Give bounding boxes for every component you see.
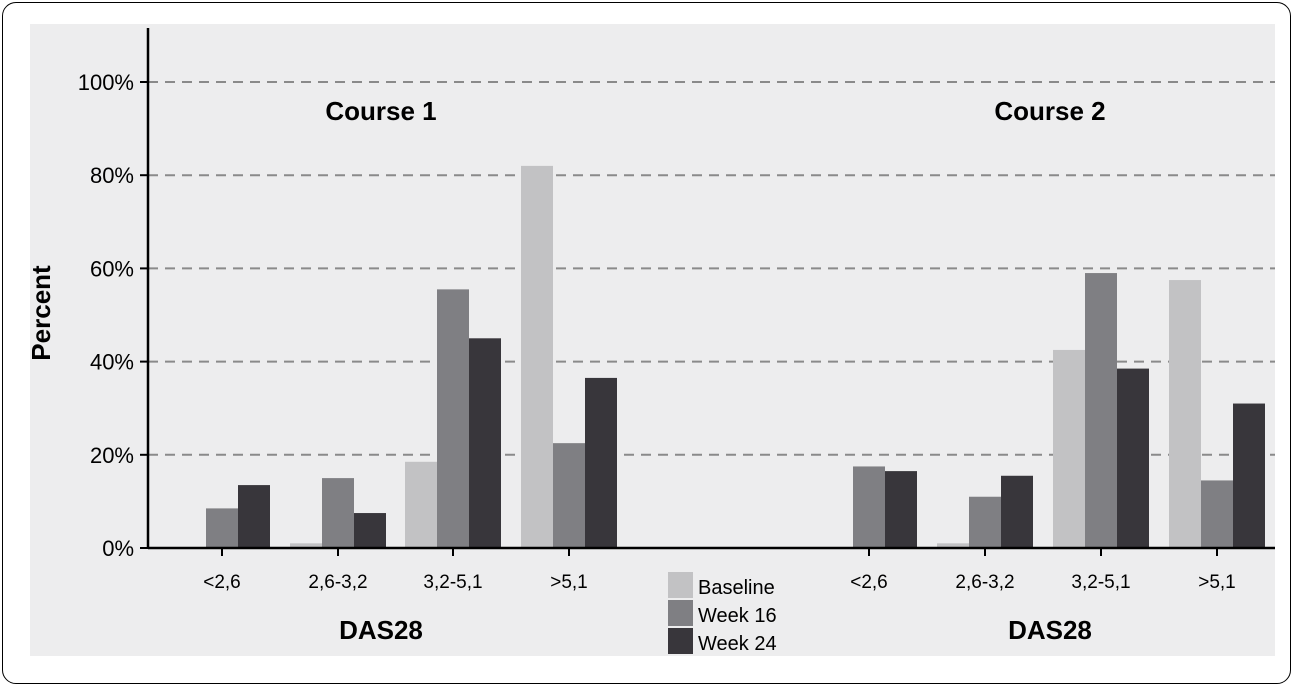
y-tick-label: 80% bbox=[90, 163, 134, 188]
y-tick-label: 100% bbox=[78, 70, 134, 95]
legend-swatch bbox=[668, 572, 693, 598]
legend-swatch bbox=[668, 628, 693, 654]
bar bbox=[290, 543, 322, 548]
category-label: 3,2-5,1 bbox=[1071, 572, 1130, 593]
bar bbox=[206, 508, 238, 548]
bar bbox=[322, 478, 354, 548]
category-label: <2,6 bbox=[203, 572, 241, 593]
bar bbox=[1169, 280, 1201, 548]
legend-label: Baseline bbox=[698, 577, 775, 599]
panel-title: Course 2 bbox=[994, 96, 1105, 126]
bar bbox=[238, 485, 270, 548]
y-tick-label: 20% bbox=[90, 443, 134, 468]
bar bbox=[521, 165, 553, 548]
legend-label: Week 24 bbox=[698, 633, 777, 655]
bar bbox=[1085, 273, 1117, 548]
bar bbox=[853, 466, 885, 548]
y-tick-label: 0% bbox=[102, 536, 134, 561]
bar bbox=[1053, 349, 1085, 548]
bar-chart: 0% 20% 40% 60% 80% 100% Course 1 DAS28 <2,6 2,6-3… bbox=[26, 24, 1275, 656]
bar bbox=[437, 289, 469, 548]
category-label: <2,6 bbox=[850, 572, 888, 593]
y-axis-title: Percent bbox=[26, 265, 56, 361]
bar bbox=[1001, 475, 1033, 548]
bar bbox=[405, 461, 437, 548]
bar bbox=[553, 443, 585, 548]
plot-background bbox=[30, 24, 1275, 656]
y-tick-label: 40% bbox=[90, 350, 134, 375]
bar bbox=[1117, 368, 1149, 548]
bar bbox=[937, 543, 969, 548]
bar bbox=[885, 471, 917, 548]
category-label: >5,1 bbox=[1198, 572, 1236, 593]
category-label: 2,6-3,2 bbox=[308, 572, 367, 593]
bar bbox=[1201, 480, 1233, 548]
legend-label: Week 16 bbox=[698, 605, 777, 627]
category-label: 2,6-3,2 bbox=[955, 572, 1014, 593]
bar bbox=[354, 513, 386, 548]
bar bbox=[969, 496, 1001, 548]
legend-swatch bbox=[668, 600, 693, 626]
category-label: 3,2-5,1 bbox=[423, 572, 482, 593]
category-label: >5,1 bbox=[550, 572, 588, 593]
x-axis-title: DAS28 bbox=[1008, 615, 1092, 645]
bar bbox=[469, 338, 501, 548]
panel-title: Course 1 bbox=[325, 96, 436, 126]
x-axis-title: DAS28 bbox=[339, 615, 423, 645]
y-tick-label: 60% bbox=[90, 256, 134, 281]
bar bbox=[585, 377, 617, 548]
bar bbox=[1233, 403, 1265, 548]
